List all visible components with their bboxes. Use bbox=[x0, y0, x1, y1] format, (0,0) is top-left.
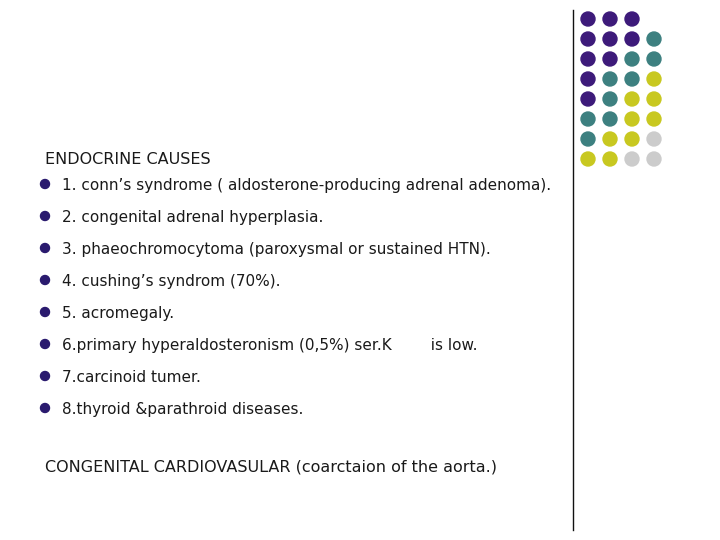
Circle shape bbox=[581, 12, 595, 26]
Circle shape bbox=[40, 179, 50, 188]
Circle shape bbox=[40, 403, 50, 413]
Text: 5. acromegaly.: 5. acromegaly. bbox=[62, 306, 174, 321]
Circle shape bbox=[647, 152, 661, 166]
Circle shape bbox=[40, 212, 50, 220]
Circle shape bbox=[603, 92, 617, 106]
Text: 4. cushing’s syndrom (70%).: 4. cushing’s syndrom (70%). bbox=[62, 274, 281, 289]
Circle shape bbox=[603, 32, 617, 46]
Circle shape bbox=[625, 152, 639, 166]
Circle shape bbox=[40, 372, 50, 381]
Circle shape bbox=[581, 112, 595, 126]
Circle shape bbox=[625, 72, 639, 86]
Circle shape bbox=[603, 12, 617, 26]
Text: 1. conn’s syndrome ( aldosterone-producing adrenal adenoma).: 1. conn’s syndrome ( aldosterone-produci… bbox=[62, 178, 551, 193]
Circle shape bbox=[647, 132, 661, 146]
Circle shape bbox=[581, 32, 595, 46]
Circle shape bbox=[581, 52, 595, 66]
Circle shape bbox=[625, 132, 639, 146]
Text: CONGENITAL CARDIOVASULAR (coarctaion of the aorta.): CONGENITAL CARDIOVASULAR (coarctaion of … bbox=[45, 460, 497, 475]
Circle shape bbox=[625, 52, 639, 66]
Text: ENDOCRINE CAUSES: ENDOCRINE CAUSES bbox=[45, 152, 211, 167]
Circle shape bbox=[603, 72, 617, 86]
Circle shape bbox=[647, 32, 661, 46]
Circle shape bbox=[647, 72, 661, 86]
Circle shape bbox=[581, 72, 595, 86]
Circle shape bbox=[647, 92, 661, 106]
Circle shape bbox=[603, 132, 617, 146]
Circle shape bbox=[603, 112, 617, 126]
Text: 8.thyroid &parathroid diseases.: 8.thyroid &parathroid diseases. bbox=[62, 402, 303, 417]
Circle shape bbox=[647, 112, 661, 126]
Circle shape bbox=[603, 152, 617, 166]
Circle shape bbox=[647, 52, 661, 66]
Circle shape bbox=[625, 92, 639, 106]
Circle shape bbox=[40, 340, 50, 348]
Circle shape bbox=[581, 132, 595, 146]
Circle shape bbox=[625, 112, 639, 126]
Circle shape bbox=[40, 275, 50, 285]
Text: 3. phaeochromocytoma (paroxysmal or sustained HTN).: 3. phaeochromocytoma (paroxysmal or sust… bbox=[62, 242, 491, 257]
Text: 6.primary hyperaldosteronism (0,5%) ser.K        is low.: 6.primary hyperaldosteronism (0,5%) ser.… bbox=[62, 338, 477, 353]
Text: 2. congenital adrenal hyperplasia.: 2. congenital adrenal hyperplasia. bbox=[62, 210, 323, 225]
Circle shape bbox=[603, 52, 617, 66]
Text: 7.carcinoid tumer.: 7.carcinoid tumer. bbox=[62, 370, 201, 385]
Circle shape bbox=[625, 12, 639, 26]
Circle shape bbox=[40, 244, 50, 253]
Circle shape bbox=[581, 152, 595, 166]
Circle shape bbox=[40, 307, 50, 316]
Circle shape bbox=[581, 92, 595, 106]
Circle shape bbox=[625, 32, 639, 46]
